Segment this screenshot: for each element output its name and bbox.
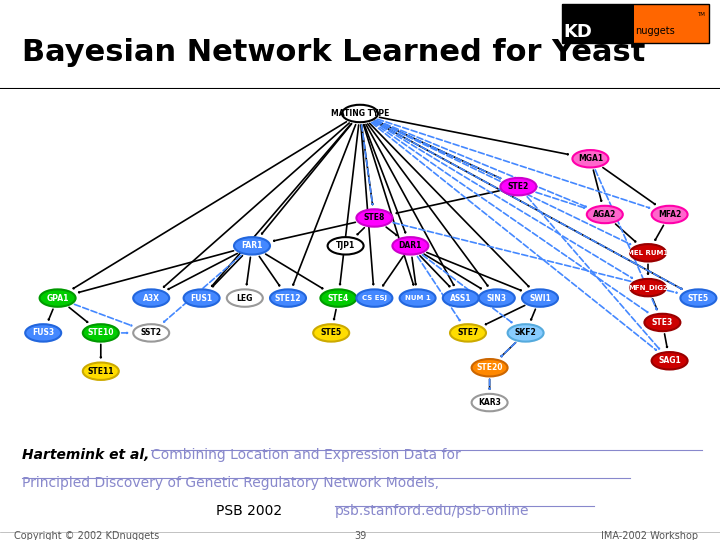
Text: Principled Discovery of Genetic Regulatory Network Models,: Principled Discovery of Genetic Regulato… <box>22 476 438 490</box>
Circle shape <box>630 244 666 261</box>
Text: KAR3: KAR3 <box>478 398 501 407</box>
Circle shape <box>392 237 428 254</box>
Text: MFA2: MFA2 <box>658 210 681 219</box>
FancyBboxPatch shape <box>562 4 634 43</box>
Circle shape <box>680 289 716 307</box>
Circle shape <box>25 324 61 342</box>
Text: Hartemink et al,: Hartemink et al, <box>22 448 149 462</box>
Text: MGA1: MGA1 <box>578 154 603 163</box>
Text: MATING TYPE: MATING TYPE <box>330 109 390 118</box>
Circle shape <box>234 237 270 254</box>
Text: SKF2: SKF2 <box>515 328 536 338</box>
Text: nuggets: nuggets <box>635 25 675 36</box>
Text: STE4: STE4 <box>328 294 349 302</box>
Text: AGA2: AGA2 <box>593 210 616 219</box>
Text: TM: TM <box>697 11 705 17</box>
Text: Copyright © 2002 KDnuggets: Copyright © 2002 KDnuggets <box>14 531 160 540</box>
Circle shape <box>40 289 76 307</box>
Circle shape <box>572 150 608 167</box>
Circle shape <box>630 279 666 296</box>
Text: SIN3: SIN3 <box>487 294 507 302</box>
Text: STE12: STE12 <box>275 294 301 302</box>
Text: Bayesian Network Learned for Yeast: Bayesian Network Learned for Yeast <box>22 38 645 67</box>
Circle shape <box>479 289 515 307</box>
Circle shape <box>342 105 378 122</box>
Circle shape <box>356 210 392 227</box>
Text: STE20: STE20 <box>477 363 503 372</box>
Text: LEG: LEG <box>237 294 253 302</box>
Text: STE5: STE5 <box>320 328 342 338</box>
Circle shape <box>133 324 169 342</box>
Text: STE11: STE11 <box>88 367 114 376</box>
Circle shape <box>652 206 688 223</box>
Circle shape <box>270 289 306 307</box>
Text: IMA-2002 Workshop: IMA-2002 Workshop <box>601 531 698 540</box>
Text: PSB 2002: PSB 2002 <box>216 504 291 518</box>
FancyBboxPatch shape <box>562 4 709 43</box>
Circle shape <box>320 289 356 307</box>
Text: A3X: A3X <box>143 294 160 302</box>
Circle shape <box>400 289 436 307</box>
Circle shape <box>184 289 220 307</box>
Circle shape <box>522 289 558 307</box>
Circle shape <box>587 206 623 223</box>
Text: SAG1: SAG1 <box>658 356 681 365</box>
Circle shape <box>83 324 119 342</box>
Text: STE8: STE8 <box>364 213 385 222</box>
Circle shape <box>508 324 544 342</box>
Text: STE7: STE7 <box>457 328 479 338</box>
Circle shape <box>313 324 349 342</box>
Text: Combining Location and Expression Data for: Combining Location and Expression Data f… <box>151 448 461 462</box>
Circle shape <box>472 359 508 376</box>
Text: ASS1: ASS1 <box>450 294 472 302</box>
Text: 39: 39 <box>354 531 366 540</box>
Circle shape <box>133 289 169 307</box>
Text: STE10: STE10 <box>88 328 114 338</box>
Circle shape <box>450 324 486 342</box>
Circle shape <box>328 237 364 254</box>
Text: MEL RUM1: MEL RUM1 <box>627 250 669 256</box>
Circle shape <box>83 362 119 380</box>
Text: psb.stanford.edu/psb-online: psb.stanford.edu/psb-online <box>335 504 529 518</box>
Text: MFN_DIG2: MFN_DIG2 <box>628 284 668 291</box>
Circle shape <box>500 178 536 195</box>
Circle shape <box>443 289 479 307</box>
Circle shape <box>356 289 392 307</box>
Text: FAR1: FAR1 <box>241 241 263 251</box>
Text: FUS3: FUS3 <box>32 328 54 338</box>
Text: STE2: STE2 <box>508 182 529 191</box>
Circle shape <box>644 314 680 331</box>
Text: GPA1: GPA1 <box>46 294 69 302</box>
Circle shape <box>227 289 263 307</box>
Text: NUM 1: NUM 1 <box>405 295 431 301</box>
Circle shape <box>472 394 508 411</box>
Text: FUS1: FUS1 <box>191 294 212 302</box>
Text: STE5: STE5 <box>688 294 709 302</box>
Circle shape <box>652 352 688 369</box>
Text: TJP1: TJP1 <box>336 241 355 251</box>
Text: KD: KD <box>564 23 593 41</box>
Text: SST2: SST2 <box>140 328 162 338</box>
Text: STE3: STE3 <box>652 318 673 327</box>
Text: DAR1: DAR1 <box>399 241 422 251</box>
Text: CS ESJ: CS ESJ <box>362 295 387 301</box>
Text: SWI1: SWI1 <box>529 294 551 302</box>
